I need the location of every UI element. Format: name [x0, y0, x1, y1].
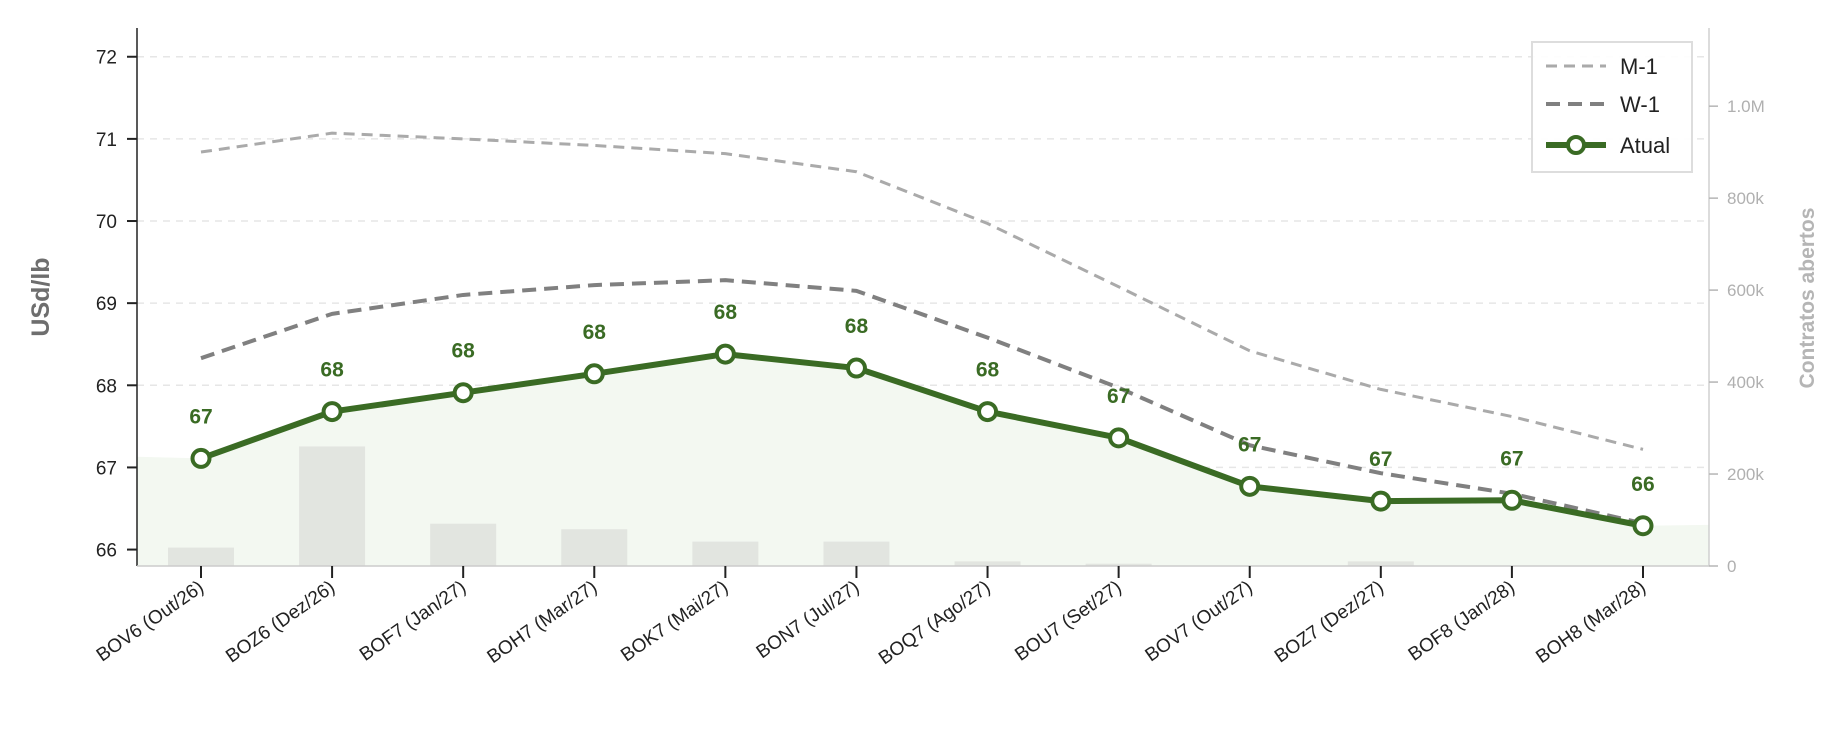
x-tick-label: BOF7 (Jan/27) — [356, 577, 470, 666]
atual-point — [845, 357, 867, 379]
x-tick-label: BOU7 (Set/27) — [1011, 577, 1125, 666]
x-tick-label: BOK7 (Mai/27) — [617, 577, 732, 666]
y-tick-label: 70 — [96, 212, 117, 233]
x-tick-label: BOZ7 (Dez/27) — [1271, 577, 1388, 667]
open-interest-bar — [561, 529, 628, 566]
y-tick-label: 72 — [96, 48, 117, 69]
atual-data-label: 67 — [1369, 448, 1392, 471]
y2-axis-title: Contratos abertos — [1796, 208, 1819, 389]
x-tick-label: BOH7 (Mar/27) — [484, 577, 602, 668]
atual-point — [321, 401, 343, 423]
atual-point — [1108, 427, 1130, 449]
y-tick-label: 71 — [96, 130, 117, 151]
area-fill — [137, 354, 1709, 566]
open-interest-bar — [1085, 563, 1152, 566]
y2-tick-label: 200k — [1727, 465, 1764, 484]
y2-tick-label: 0 — [1727, 557, 1736, 576]
legend-box — [1531, 41, 1693, 173]
atual-data-label: 68 — [976, 359, 1000, 382]
legend-label-m-1: M-1 — [1620, 54, 1658, 79]
open-interest-bars — [168, 446, 1414, 566]
x-tick-label: BOV7 (Out/27) — [1142, 577, 1257, 666]
atual-data-label: 68 — [583, 321, 607, 344]
atual-point — [452, 382, 474, 404]
y-tick-label: 69 — [96, 294, 117, 315]
atual-data-label: 68 — [845, 315, 869, 338]
series-line-m-1 — [200, 131, 1644, 451]
atual-point — [1239, 475, 1261, 497]
x-tick-label: BOH8 (Mar/28) — [1532, 577, 1650, 668]
y2-tick-label: 400k — [1727, 373, 1764, 392]
atual-data-label: 68 — [320, 359, 344, 382]
y2-tick-label: 1.0M — [1727, 97, 1765, 116]
y2-tick-label: 800k — [1727, 189, 1764, 208]
atual-data-label: 67 — [1500, 447, 1523, 470]
atual-area-fill — [137, 354, 1709, 566]
x-tick-label: BON7 (Jul/27) — [753, 577, 864, 663]
x-tick-label: BOQ7 (Ago/27) — [875, 577, 994, 669]
open-interest-bar — [1347, 561, 1414, 566]
y-tick-label: 66 — [96, 541, 117, 562]
atual-markers — [190, 343, 1654, 537]
open-interest-bar — [299, 446, 366, 566]
legend-marker — [1566, 135, 1586, 155]
series-line-atual — [199, 351, 1644, 529]
atual-point — [583, 363, 605, 385]
atual-point — [1501, 489, 1523, 511]
open-interest-bar — [823, 541, 890, 566]
series-line-w-1 — [200, 278, 1644, 526]
open-interest-bar — [692, 541, 759, 566]
atual-data-label: 68 — [714, 301, 738, 324]
open-interest-bar — [954, 561, 1021, 566]
atual-point — [1370, 490, 1392, 512]
y2-tick-label: 600k — [1727, 281, 1764, 300]
y-axis-title: USd/lb — [27, 257, 55, 336]
open-interest-bar — [430, 523, 497, 566]
atual-data-label: 67 — [1107, 385, 1130, 408]
x-tick-label: BOF8 (Jan/28) — [1405, 577, 1519, 666]
atual-point — [1632, 515, 1654, 537]
atual-data-label: 66 — [1631, 473, 1654, 496]
atual-data-label: 68 — [452, 340, 476, 363]
atual-data-label: 67 — [1238, 433, 1261, 456]
atual-point — [977, 401, 999, 423]
x-tick-label: BOZ6 (Dez/26) — [222, 577, 339, 667]
atual-point — [714, 343, 736, 365]
legend-label-atual: Atual — [1620, 133, 1670, 158]
legend-label-w-1: W-1 — [1620, 92, 1660, 117]
atual-data-label: 67 — [189, 405, 212, 428]
y-tick-label: 67 — [96, 458, 117, 479]
atual-point — [190, 447, 212, 469]
open-interest-bar — [168, 547, 234, 566]
series-lines — [199, 131, 1644, 529]
data-labels: 67 68 68 68 68 68 68 67 67 67 67 66 — [189, 301, 1654, 496]
y-tick-label: 68 — [96, 376, 117, 397]
legend: M-1 W-1 Atual — [1531, 41, 1693, 173]
x-tick-label: BOV6 (Out/26) — [93, 577, 208, 666]
